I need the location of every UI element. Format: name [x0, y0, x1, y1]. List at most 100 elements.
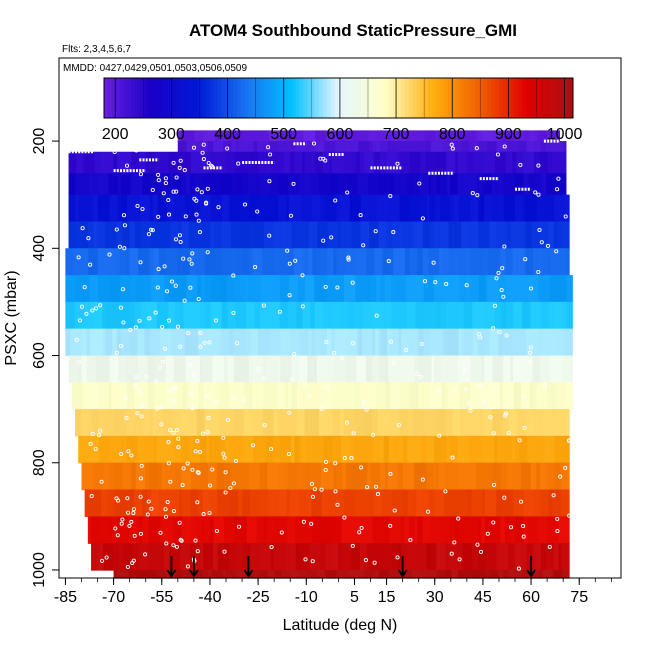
band-13-stripe-13 [175, 435, 182, 464]
band-3-stripe-43 [384, 173, 390, 196]
band-9-stripe-24 [228, 328, 234, 357]
colorbar-swatch [291, 78, 297, 118]
colorbar-swatch [275, 78, 281, 118]
band-14-stripe-59 [457, 462, 465, 491]
sample-point [131, 507, 137, 512]
band-14-stripe-57 [445, 462, 448, 491]
sample-point [539, 240, 544, 245]
colorbar-swatch [252, 78, 257, 118]
band-15-stripe-16 [198, 489, 203, 517]
band-9-stripe-10 [121, 328, 131, 357]
sample-point [551, 493, 556, 498]
band-7-stripe-35 [339, 275, 344, 303]
band-18-stripe-58 [522, 570, 533, 579]
band-4-stripe-36 [324, 194, 337, 223]
band-1-stripe-28 [387, 141, 391, 153]
band-12-stripe-62 [533, 409, 543, 437]
band-17-stripe-50 [445, 543, 448, 571]
band-5-stripe-25 [217, 221, 222, 249]
band-18-stripe-6 [156, 570, 160, 579]
sample-point [197, 230, 202, 235]
colorbar-swatch [471, 78, 476, 118]
colorbar-swatch [264, 78, 269, 118]
band-15-stripe-26 [278, 489, 287, 517]
band-8-stripe-34 [302, 301, 311, 330]
band-9-stripe-58 [444, 328, 448, 357]
band-11-stripe-40 [335, 382, 346, 410]
band-16-stripe-29 [295, 516, 302, 544]
band-12-stripe-20 [211, 409, 220, 437]
band-15-stripe-49 [443, 489, 450, 517]
band-3-stripe-31 [270, 173, 280, 196]
band-0-stripe-9 [242, 130, 248, 142]
band-6-stripe-69 [515, 248, 524, 276]
band-0-stripe-44 [509, 130, 515, 142]
band-14-stripe-16 [200, 462, 208, 491]
colorbar-swatch [432, 78, 437, 118]
band-14-stripe-20 [224, 462, 227, 491]
band-13-stripe-39 [349, 435, 355, 464]
band-12-stripe-40 [372, 409, 378, 437]
sample-point [415, 371, 420, 376]
colorbar-swatch [397, 78, 402, 118]
band-15-stripe-40 [382, 489, 393, 517]
colorbar-swatch [530, 78, 535, 118]
band-13-stripe-35 [312, 435, 324, 464]
band-5-stripe-59 [461, 221, 468, 249]
band-14-stripe-52 [418, 462, 427, 491]
band-0-stripe-45 [514, 130, 525, 142]
band-6-stripe-58 [449, 248, 461, 276]
sample-point [374, 313, 379, 318]
band-2-stripe-49 [379, 151, 387, 174]
band-16-stripe-44 [409, 516, 413, 544]
profile-markers [166, 556, 536, 578]
band-5-stripe-1 [76, 221, 81, 249]
band-3-stripe-27 [237, 173, 243, 196]
band-2-stripe-34 [290, 151, 295, 174]
band-4-stripe-21 [210, 194, 222, 223]
band-7-stripe-54 [469, 275, 479, 303]
sample-point [119, 521, 124, 526]
band-10-stripe-44 [408, 355, 415, 383]
band-14-stripe-50 [411, 462, 414, 491]
band-14-stripe-69 [536, 462, 541, 491]
band-4-stripe-52 [453, 194, 459, 223]
colorbar-swatch [213, 78, 218, 118]
band-11-stripe-56 [467, 382, 470, 410]
band-13-stripe-3 [109, 435, 122, 464]
band-5-stripe-69 [531, 221, 540, 249]
band-12-stripe-29 [288, 409, 298, 437]
band-4-stripe-35 [320, 194, 325, 223]
band-9-stripe-50 [389, 328, 399, 357]
band-3-stripe-30 [259, 173, 271, 196]
sample-point [137, 389, 142, 394]
band-8-stripe-50 [425, 301, 437, 330]
band-9-stripe-44 [362, 328, 373, 357]
band-10-stripe-52 [457, 355, 462, 383]
sample-point [255, 209, 260, 214]
band-3-stripe-56 [439, 173, 445, 196]
sample-point [158, 530, 163, 535]
band-1-stripe-24 [368, 141, 373, 153]
band-5-stripe-3 [88, 221, 94, 249]
band-4-stripe-11 [140, 194, 150, 223]
band-1-stripe-25 [372, 141, 377, 153]
band-2-stripe-6 [104, 151, 114, 174]
band-13-stripe-29 [279, 435, 291, 464]
band-11-stripe-16 [182, 382, 187, 410]
colorbar-swatch [444, 78, 449, 118]
band-11-stripe-26 [244, 382, 253, 410]
colorbar-swatch [127, 78, 132, 118]
colorbar-swatch [541, 78, 547, 118]
band-16-stripe-19 [209, 516, 214, 544]
sample-point [302, 382, 307, 387]
band-8-stripe-42 [362, 301, 373, 330]
band-14-stripe-19 [219, 462, 225, 491]
band-17-stripe-14 [180, 543, 191, 571]
band-11-stripe-29 [263, 382, 273, 410]
band-15-stripe-61 [540, 489, 549, 517]
band-2-stripe-36 [302, 151, 305, 174]
band-11-stripe-41 [345, 382, 356, 410]
band-11-stripe-3 [98, 382, 109, 410]
sample-point [133, 325, 138, 330]
